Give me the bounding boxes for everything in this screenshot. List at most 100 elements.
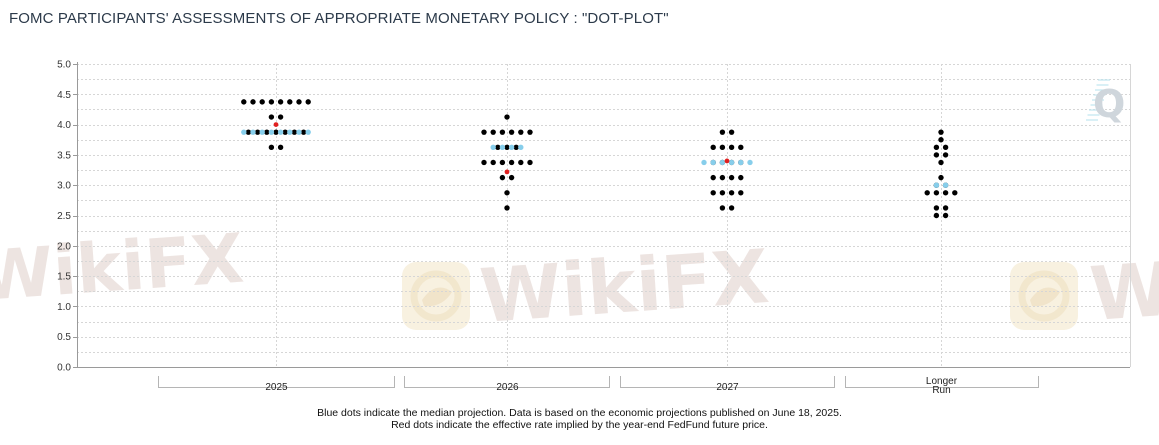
median-dot <box>296 129 302 135</box>
effective-rate-dot <box>504 169 510 175</box>
y-tick-label: 3.0 <box>57 181 71 192</box>
y-tick-label: 1.0 <box>57 302 71 313</box>
median-dot <box>942 182 949 188</box>
participant-dot <box>527 159 533 166</box>
participant-dot <box>300 129 307 135</box>
participant-dot <box>296 99 302 105</box>
participant-dot <box>738 174 744 181</box>
participant-dot <box>277 144 284 151</box>
participant-dot <box>499 174 506 181</box>
median-dot <box>508 144 515 151</box>
participant-dot <box>710 144 716 151</box>
median-dot <box>268 129 275 135</box>
median-dot <box>701 159 707 166</box>
median-dot <box>250 129 256 135</box>
participant-dot <box>277 99 284 105</box>
watermark-text: WikiFX <box>0 220 246 317</box>
participant-dot <box>728 144 735 151</box>
participant-dot <box>245 129 252 135</box>
participant-dot <box>513 144 519 151</box>
median-dot <box>719 159 726 166</box>
median-dot <box>259 129 265 135</box>
footnote-effective-rate: Red dots indicate the effective rate imp… <box>391 419 768 431</box>
participant-dot <box>728 190 735 196</box>
participant-dot <box>728 205 735 211</box>
median-dot <box>277 129 284 135</box>
participant-dot <box>728 129 735 135</box>
participant-dot <box>710 190 716 196</box>
category-bracket <box>845 376 1039 388</box>
participant-dot <box>518 159 524 166</box>
participant-dot <box>495 144 501 151</box>
participant-dot <box>933 212 940 219</box>
category-label: Longer <box>926 376 958 387</box>
y-tick-label: 0.0 <box>57 363 71 374</box>
participant-dot <box>268 114 275 120</box>
participant-dot <box>942 144 949 151</box>
participant-dot <box>719 174 726 181</box>
y-tick-label: 1.5 <box>57 272 71 283</box>
participant-dot <box>490 159 496 166</box>
effective-rate-dot <box>273 122 279 127</box>
participant-dot <box>504 190 510 196</box>
participant-dot <box>259 99 265 105</box>
category-label: 2025 <box>265 382 288 393</box>
y-tick-label: 5.0 <box>57 60 71 71</box>
median-dot <box>499 144 506 151</box>
participant-dot <box>481 159 487 166</box>
category-bracket <box>404 376 610 388</box>
svg-text:Q: Q <box>1093 82 1125 126</box>
participant-dot <box>250 99 256 105</box>
participant-dot <box>254 129 261 135</box>
median-dot <box>518 144 524 151</box>
watermark-logo <box>1010 262 1078 330</box>
participant-dot <box>504 114 510 120</box>
median-dot <box>241 129 247 135</box>
participant-dot <box>952 190 958 196</box>
dots <box>241 99 958 219</box>
participant-dot <box>504 205 510 211</box>
participant-dot <box>490 129 496 135</box>
participant-dot <box>719 144 726 151</box>
participant-dot <box>527 129 533 135</box>
participant-dot <box>924 190 930 196</box>
participant-dot <box>938 137 944 143</box>
category-label: Run <box>932 385 950 396</box>
participant-dot <box>933 144 940 151</box>
q-logo-icon: Q <box>1086 79 1125 126</box>
participant-dot <box>508 159 515 166</box>
participant-dot <box>504 144 510 151</box>
median-dot <box>747 159 753 166</box>
y-tick-label: 4.0 <box>57 120 71 131</box>
participant-dot <box>282 129 288 135</box>
category-label: 2027 <box>716 382 739 393</box>
y-tick-label: 4.5 <box>57 90 71 101</box>
participant-dot <box>499 159 506 166</box>
participant-dot <box>942 205 949 211</box>
participant-dot <box>481 129 487 135</box>
participant-dot <box>728 174 735 181</box>
category-bracket <box>620 376 835 388</box>
effective-rate-dot <box>724 158 730 164</box>
participant-dot <box>273 129 279 135</box>
participant-dot <box>264 129 270 135</box>
participant-dot <box>942 212 949 219</box>
watermark-logo <box>402 262 470 330</box>
participant-dot <box>241 99 247 105</box>
participant-dot <box>933 205 940 211</box>
category-bracket <box>158 376 395 388</box>
median-dot <box>933 182 940 188</box>
participant-dot <box>938 159 944 166</box>
participant-dot <box>933 190 940 196</box>
participant-dot <box>268 99 275 105</box>
median-dot <box>287 129 293 135</box>
participant-dot <box>938 174 944 181</box>
participant-dot <box>277 114 284 120</box>
participant-dot <box>499 129 506 135</box>
median-dot <box>710 159 716 166</box>
participant-dot <box>738 190 744 196</box>
participant-dot <box>942 152 949 158</box>
participant-dot <box>719 190 726 196</box>
